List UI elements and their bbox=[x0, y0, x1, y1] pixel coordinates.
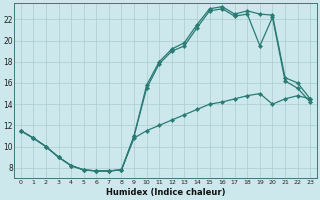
X-axis label: Humidex (Indice chaleur): Humidex (Indice chaleur) bbox=[106, 188, 225, 197]
